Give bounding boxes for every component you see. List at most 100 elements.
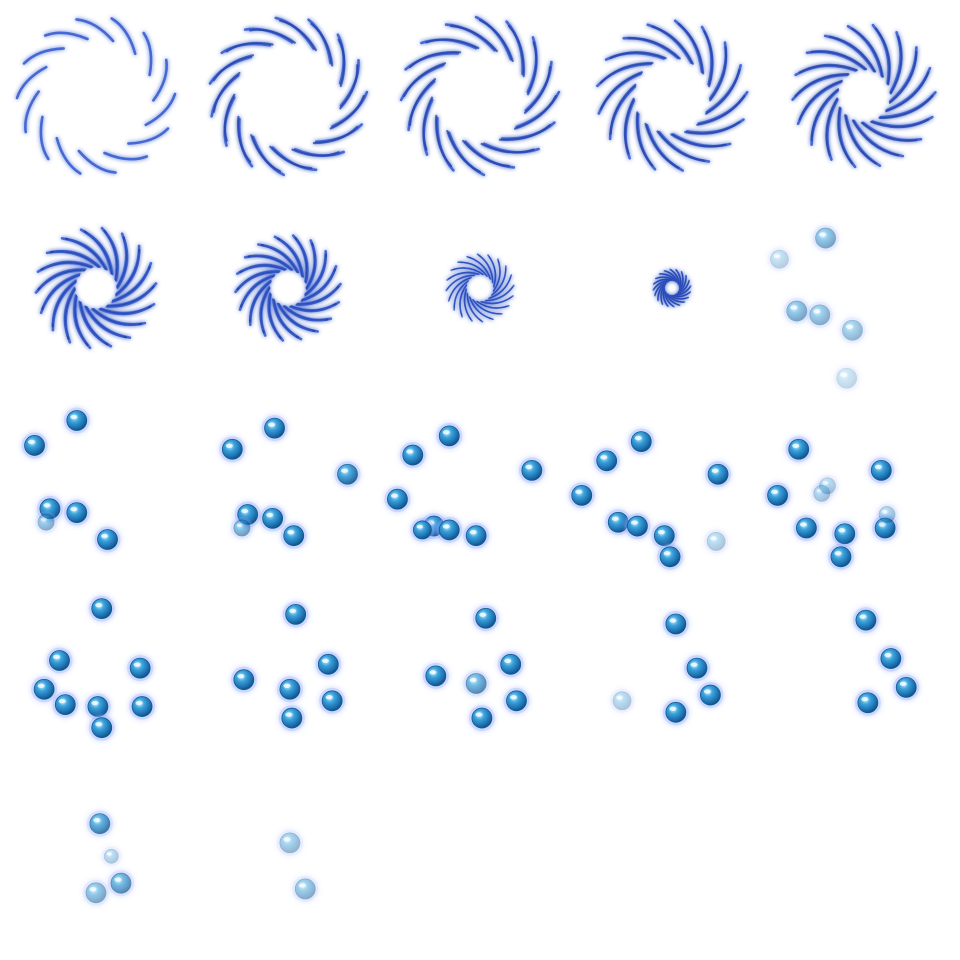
swirl-streak [664, 290, 672, 305]
frame-8-vortex [445, 253, 515, 323]
water-orb [319, 687, 346, 714]
swirl-streak [623, 97, 635, 155]
frame-1-vortex [15, 17, 177, 175]
water-orb [657, 543, 684, 570]
vortex-swirl [596, 19, 749, 172]
frame-21-bubbles [83, 810, 134, 906]
swirl-streak [307, 18, 332, 65]
water-orb [399, 442, 426, 469]
swirl-streak [446, 130, 482, 173]
swirl-streak [463, 288, 471, 318]
swirl-streak [480, 142, 535, 154]
water-orb [683, 655, 710, 682]
swirl-streak [478, 19, 514, 62]
swirl-streak [15, 65, 48, 100]
swirl-streak [810, 50, 868, 71]
swirl-streak [678, 274, 684, 291]
water-orb [46, 647, 73, 674]
swirl-streak [656, 130, 706, 162]
swirl-streak [462, 139, 511, 168]
water-orb [86, 810, 113, 837]
swirl-streak [523, 65, 552, 114]
water-orb [593, 447, 620, 474]
frame-20-bubbles [852, 607, 920, 716]
swirl-streak [78, 300, 106, 344]
swirl-streak [448, 274, 476, 288]
water-orb [568, 482, 595, 509]
water-orb [88, 714, 115, 741]
swirl-streak [860, 121, 918, 142]
swirl-streak [684, 121, 741, 135]
swirl-streak [798, 63, 858, 74]
swirl-streak [274, 16, 315, 50]
swirl-streak [480, 256, 494, 284]
swirl-streak [489, 258, 497, 288]
swirl-streak [677, 272, 682, 289]
swirl-streak [337, 38, 346, 88]
water-orb [785, 436, 812, 463]
water-orb [876, 503, 899, 526]
swirl-streak [269, 145, 313, 170]
water-orb [854, 689, 881, 716]
swirl-streak [671, 293, 688, 298]
swirl-streak [42, 272, 81, 307]
swirl-streak [676, 283, 689, 295]
swirl-streak [267, 292, 280, 337]
swirl-streak [77, 149, 117, 174]
water-orb [793, 515, 820, 541]
swirl-streak [75, 18, 115, 43]
swirl-streak [851, 119, 900, 157]
swirl-streak [703, 30, 714, 88]
water-orb [628, 428, 655, 455]
swirl-streak [86, 232, 114, 276]
swirl-streak [670, 133, 727, 148]
swirl-streak [249, 28, 296, 44]
water-orb [278, 705, 305, 732]
swirl-streak [116, 239, 129, 290]
swirl-streak [212, 72, 241, 113]
water-orb [839, 317, 866, 344]
swirl-streak [889, 35, 903, 95]
water-orb [88, 595, 115, 622]
swirl-streak [878, 94, 934, 120]
swirl-streak [282, 305, 326, 322]
water-orb [704, 529, 729, 554]
water-orb [624, 513, 651, 540]
swirl-streak [55, 136, 82, 175]
frame-13-bubbles [384, 422, 545, 549]
water-orb [610, 688, 635, 713]
water-orb [463, 670, 490, 697]
water-orb [107, 870, 134, 897]
swirl-streak [300, 271, 335, 303]
swirl-streak [259, 285, 271, 331]
swirl-streak [677, 23, 705, 75]
swirl-streak [459, 283, 468, 314]
swirl-streak [507, 24, 525, 78]
swirl-streak [264, 244, 300, 274]
water-orb [280, 522, 307, 549]
water-orb [697, 682, 724, 709]
water-orb [384, 486, 411, 513]
vortex-swirl [234, 234, 342, 342]
swirl-streak [498, 123, 552, 141]
water-orb [436, 422, 463, 449]
water-orb [833, 365, 860, 392]
swirl-streak [449, 276, 472, 298]
water-orb [127, 655, 154, 682]
water-orb [422, 662, 449, 689]
swirl-streak [435, 114, 453, 168]
frame-2-vortex [208, 16, 369, 177]
water-orb [276, 676, 303, 703]
frame-10-bubbles [767, 225, 866, 392]
frame-9-vortex [652, 268, 692, 308]
water-orb [261, 415, 288, 442]
water-orb [783, 298, 810, 325]
swirl-streak [39, 115, 50, 161]
swirl-streak [43, 260, 94, 269]
swirl-streak [488, 278, 511, 300]
swirl-streak [635, 111, 654, 167]
swirl-streak [677, 278, 687, 293]
water-orb [259, 505, 286, 532]
swirl-streak [468, 296, 490, 319]
